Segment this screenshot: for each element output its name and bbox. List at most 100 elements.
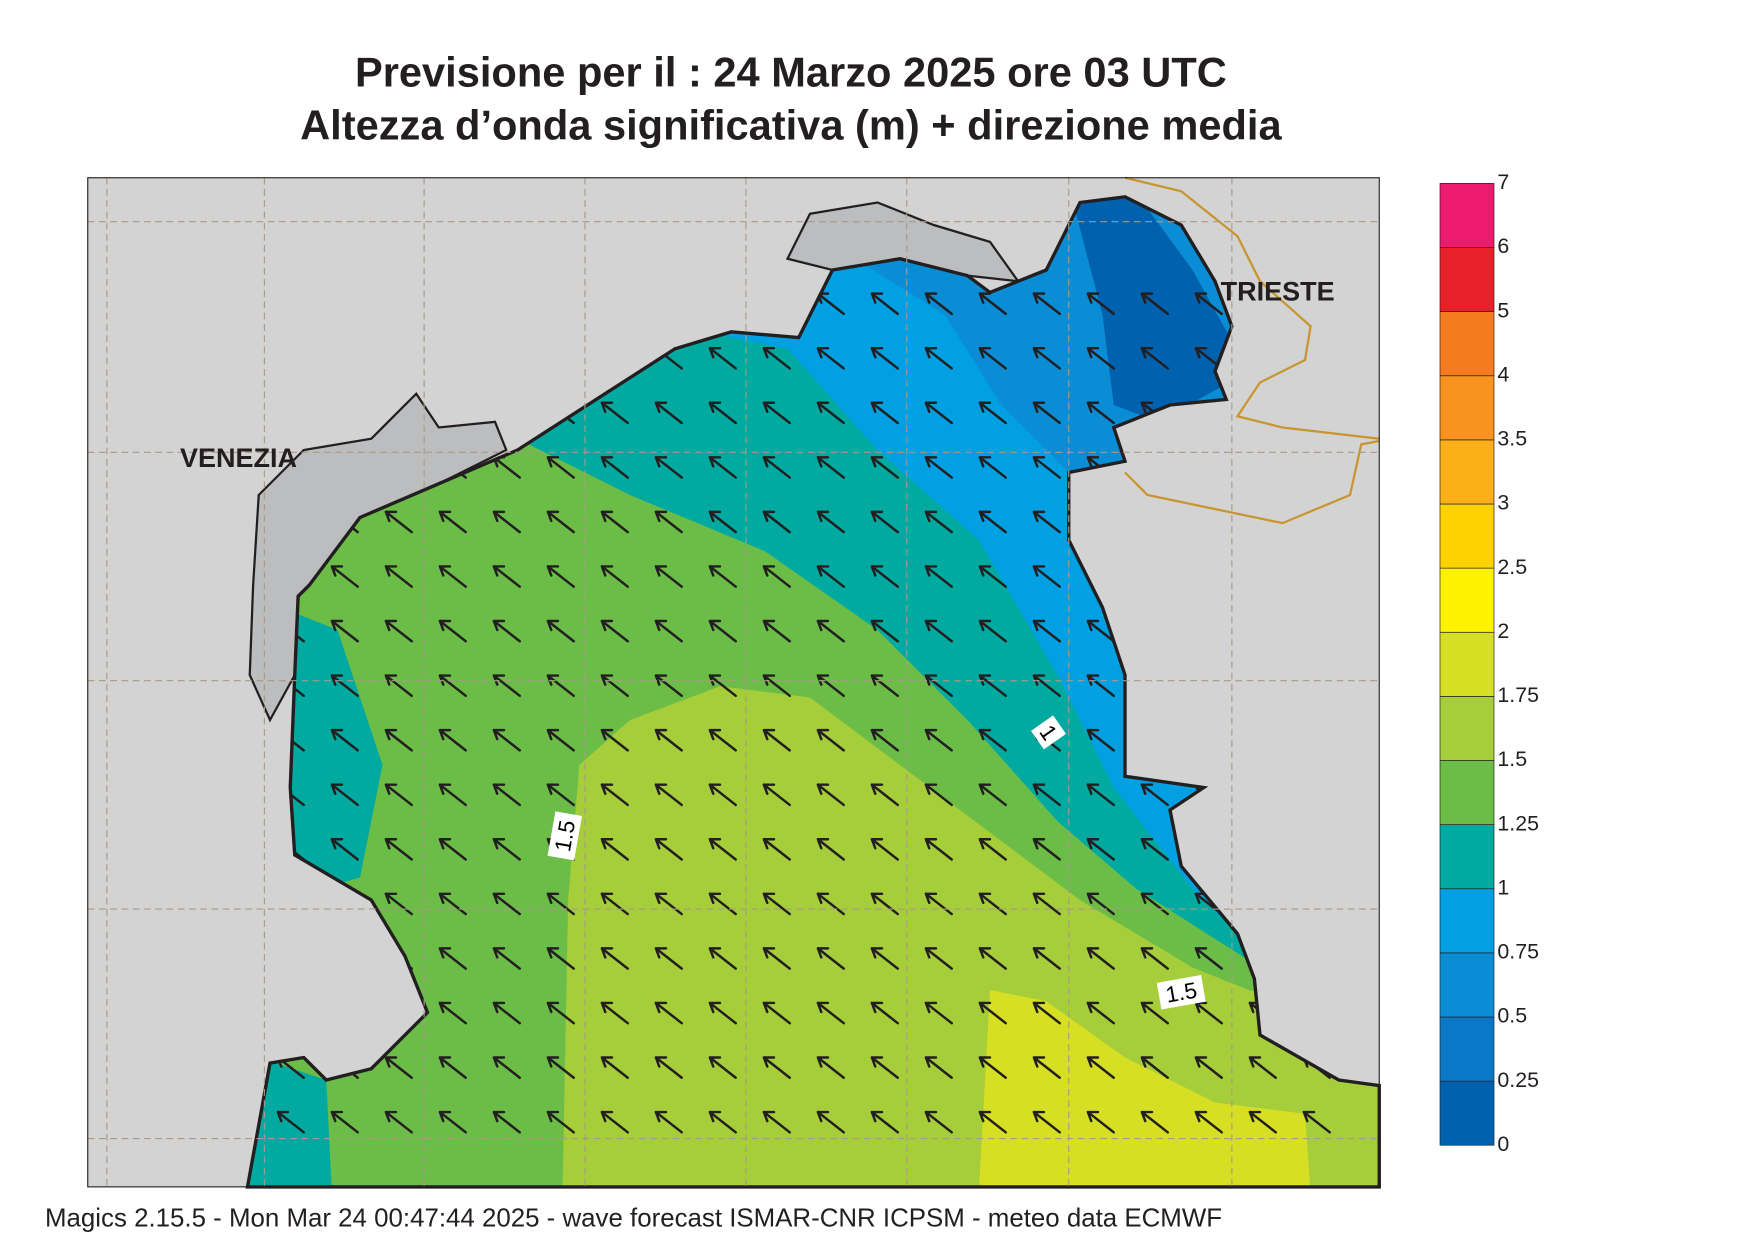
arrow [924,292,953,316]
colorbar-band [1439,760,1495,825]
arrow [762,456,791,479]
arrow [1032,783,1061,807]
colorbar-label: 7 [1497,170,1509,194]
arrow [384,728,413,752]
arrow [1086,838,1115,861]
arrow [1032,892,1061,916]
arrow [708,1056,737,1079]
arrow [870,674,899,698]
colorbar-band [1439,247,1495,312]
map: VENEZIA TRIESTE 1 1.5 1.5 [87,176,1381,1189]
arrow [1302,1110,1331,1134]
arrow [870,401,899,425]
colorbar-label: 4 [1497,362,1509,386]
colorbar: 0 0.25 0.5 0.75 1 1.25 1.5 1.75 2 2.5 3 3.5 4 5 6 7 [1439,170,1539,1156]
arrow [330,619,359,643]
arrow [546,510,575,534]
arrow [870,619,899,643]
arrow [870,565,899,588]
colorbar-label: 0.75 [1497,940,1539,964]
arrow [384,838,413,861]
label-box [1030,715,1067,750]
colorbar-band [1439,183,1495,248]
arrow [492,947,521,970]
arrow [330,728,359,752]
colorbar-label: 1 [1497,875,1509,899]
arrow [924,619,953,643]
arrow [384,1056,413,1079]
colorbar-label: 1.5 [1497,747,1527,771]
arrow [492,619,521,643]
arrow [816,947,845,970]
arrow [1086,892,1115,916]
arrow [816,892,845,916]
arrow [1248,1110,1277,1134]
colorbar-band [1439,952,1495,1018]
arrow [330,838,359,861]
colorbar-label: 0 [1497,1132,1509,1156]
arrow [924,892,953,916]
arrow [492,728,521,752]
arrow [438,783,467,807]
arrow [600,838,629,861]
arrow [924,510,953,534]
arrow [1140,947,1169,970]
arrow [654,728,683,752]
arrow [492,838,521,861]
arrow [546,947,575,970]
arrow [654,783,683,807]
arrow [762,783,791,807]
arrow [978,565,1007,588]
arrow [924,783,953,807]
arrow [276,1110,305,1134]
arrow [1032,1110,1061,1134]
arrow [600,401,629,425]
colorbar-label: 5 [1497,298,1509,322]
arrow [654,1001,683,1025]
arrow [762,346,791,370]
arrow [1032,1001,1061,1025]
arrow [924,674,953,698]
arrow [1140,292,1169,316]
arrow [330,1110,359,1134]
arrow [600,1056,629,1079]
zone [978,990,1311,1187]
arrow [816,838,845,861]
arrow [600,674,629,698]
colorbar-band [1439,824,1495,890]
arrow [1032,510,1061,534]
arrow [708,1001,737,1025]
arrow [438,510,467,534]
arrow [654,619,683,643]
arrow [816,619,845,643]
arrow [870,1110,899,1134]
arrow [492,510,521,534]
arrow [924,1001,953,1025]
border [1124,176,1380,440]
colorbar-band [1439,631,1495,697]
arrow [870,292,899,316]
arrow [816,401,845,425]
arrow [924,947,953,970]
arrow [654,838,683,861]
colorbar-band [1439,439,1495,505]
colorbar-label: 3 [1497,491,1509,515]
arrow [708,346,737,370]
arrow [870,947,899,970]
graticule [87,177,1380,1187]
colorbar-label: 1.75 [1497,683,1539,707]
arrow [600,619,629,643]
arrow [708,892,737,916]
arrow [1140,346,1169,370]
footer: Magics 2.15.5 - Mon Mar 24 00:47:44 2025… [45,1204,1222,1232]
arrow [384,674,413,698]
arrow [654,1056,683,1079]
arrow [600,456,629,479]
arrow [762,401,791,425]
arrow [438,947,467,970]
arrow [978,346,1007,370]
arrow [1086,346,1115,370]
arrow [492,1110,521,1134]
arrow [708,947,737,970]
